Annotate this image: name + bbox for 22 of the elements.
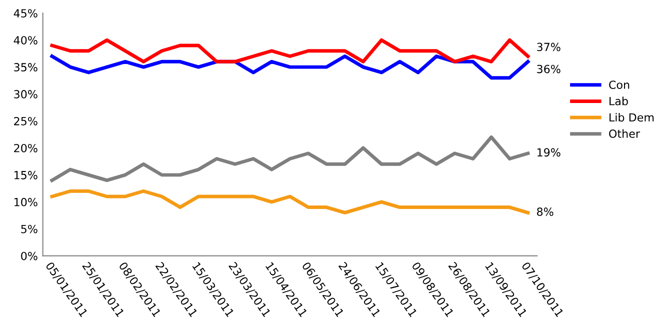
y-tick-label: 10% (14, 198, 38, 206)
annotation: 19% (537, 148, 560, 157)
y-tick-label: 25% (14, 116, 38, 126)
line-series (50, 189, 530, 214)
annotation: 8% (537, 208, 554, 216)
y-tick-label: 5% (21, 224, 38, 234)
legend-label: Other (609, 129, 640, 138)
annotation: 37% (537, 42, 560, 52)
y-tick-label: 35% (14, 63, 38, 72)
annotation: 36% (537, 64, 560, 74)
y-tick-label: 45% (14, 9, 38, 18)
y-tick-label: 40% (14, 36, 38, 44)
y-tick-label: 30% (14, 90, 38, 98)
legend-label: Con (609, 80, 630, 89)
y-tick-label: 20% (14, 144, 38, 152)
line-series (50, 54, 530, 80)
y-tick-label: 0% (21, 252, 38, 260)
legend-label: Lib Dem (610, 112, 654, 122)
line-series (50, 135, 530, 182)
y-tick-label: 15% (14, 170, 38, 180)
line-series (50, 38, 530, 64)
legend-label: Lab (610, 96, 628, 106)
